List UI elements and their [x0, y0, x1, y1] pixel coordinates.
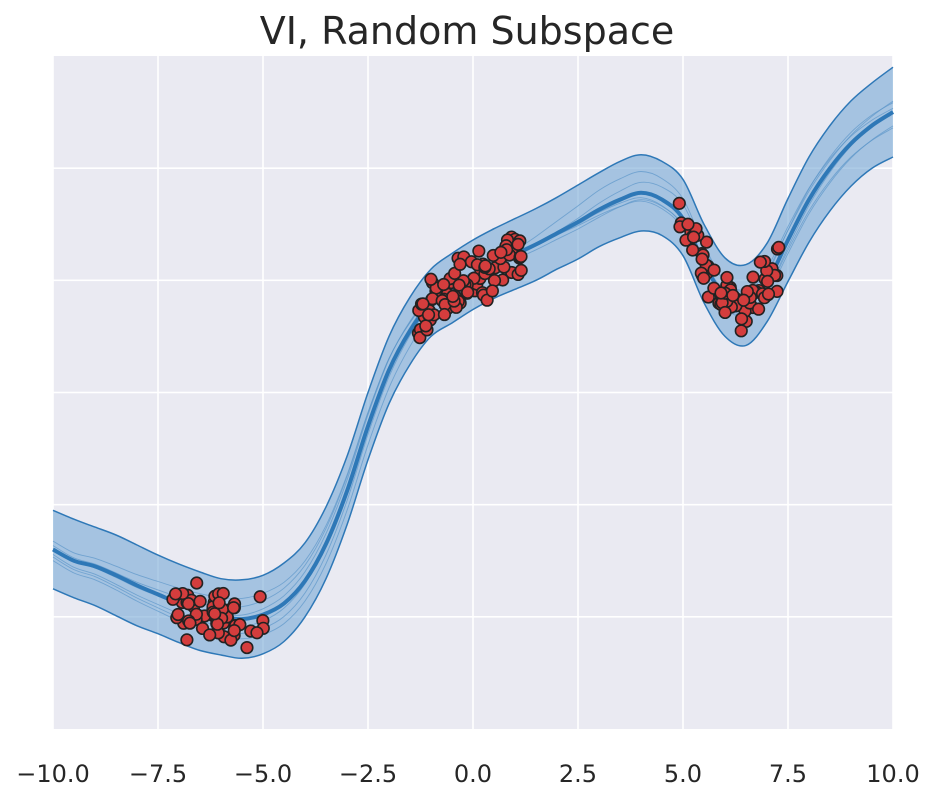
observation-point [494, 245, 508, 259]
observation-point [699, 235, 714, 249]
observation-point [227, 623, 241, 638]
x-tick-label: 2.5 [559, 760, 597, 788]
observation-point [478, 259, 492, 273]
observation-point [193, 594, 207, 608]
observation-point [240, 640, 254, 655]
x-tick-label: 10.0 [866, 760, 919, 788]
x-tick-label: −2.5 [339, 760, 397, 788]
observation-point [453, 257, 467, 271]
observation-point [697, 271, 711, 285]
observation-point [190, 576, 204, 590]
observation-point [514, 249, 528, 264]
x-tick-label: −10.0 [16, 760, 90, 788]
observation-point [446, 289, 460, 303]
observation-point [485, 284, 499, 298]
observation-point [208, 607, 222, 621]
observation-point [686, 243, 700, 257]
band-upper-edge [52, 66, 894, 581]
observation-point [416, 297, 430, 311]
observation-point [250, 626, 264, 640]
x-tick-labels: −10.0 −7.5 −5.0 −2.5 0.0 2.5 5.0 7.5 10.0 [16, 760, 919, 788]
x-tick-label: −7.5 [129, 760, 187, 788]
observation-point [511, 237, 525, 251]
observation-point [472, 244, 486, 258]
x-tick-label: 7.5 [769, 760, 807, 788]
observation-point [203, 628, 217, 642]
observation-point [751, 302, 766, 316]
observation-point [452, 278, 466, 292]
observation-point [686, 230, 701, 244]
observation-point [726, 288, 740, 303]
observation-point [461, 285, 475, 299]
gridlines [52, 56, 894, 729]
observation-point [437, 277, 451, 292]
observation-point [421, 308, 436, 322]
observation-point [695, 252, 709, 266]
credible-band [52, 66, 894, 660]
band-fill [53, 67, 893, 659]
observation-point [737, 293, 751, 307]
observation-point [183, 616, 197, 630]
observation-point [707, 263, 721, 277]
observation-point [681, 217, 695, 231]
observation-point [772, 240, 786, 254]
x-tick-label: −5.0 [234, 760, 292, 788]
observation-point [180, 633, 194, 647]
observation-point [718, 305, 732, 320]
x-tick-label: 5.0 [664, 760, 702, 788]
chart-title: VI, Random Subspace [260, 9, 675, 53]
observation-point [746, 270, 760, 284]
observation-point [171, 607, 185, 622]
observation-point [734, 324, 748, 338]
observation-point [437, 307, 452, 322]
observation-points [166, 196, 786, 655]
observation-point [753, 255, 767, 269]
observation-point [714, 286, 728, 300]
observation-point [253, 590, 267, 604]
observation-point [168, 587, 183, 601]
observation-point [424, 272, 438, 286]
observation-point [761, 287, 776, 301]
observation-point [181, 597, 195, 611]
observation-point [760, 274, 775, 288]
observation-point [672, 196, 686, 210]
observation-point [734, 312, 749, 326]
x-tick-label: 0.0 [454, 760, 492, 788]
observation-point [720, 270, 734, 285]
observation-point [419, 319, 433, 333]
observation-point [514, 263, 528, 277]
band-lower-edge [52, 156, 894, 660]
observation-point [227, 601, 241, 615]
observation-point [212, 596, 226, 610]
